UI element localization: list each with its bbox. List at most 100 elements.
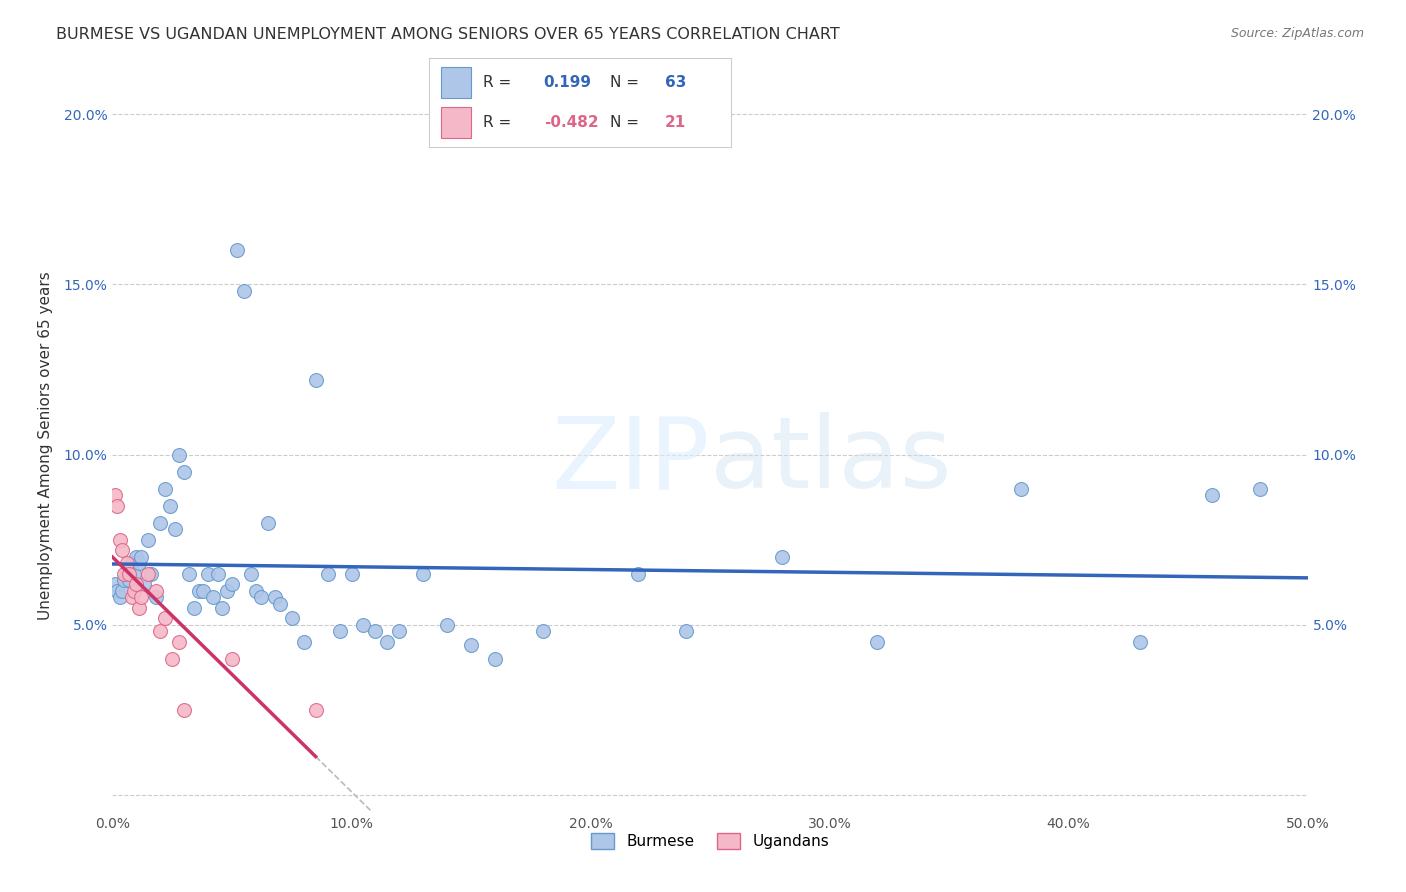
Point: [183, 600, 205, 615]
Point: [484, 651, 506, 665]
Text: ZIP: ZIP: [551, 412, 710, 509]
Point: [221, 576, 243, 591]
Point: [114, 566, 135, 581]
Point: [364, 624, 387, 639]
Point: [627, 566, 650, 581]
Point: [169, 448, 191, 462]
Point: [436, 617, 458, 632]
Point: [121, 591, 143, 605]
Point: [145, 583, 167, 598]
Point: [675, 624, 697, 639]
Point: [352, 617, 374, 632]
Point: [114, 574, 135, 588]
Point: [173, 465, 195, 479]
Point: [104, 576, 127, 591]
Point: [108, 533, 131, 547]
Point: [138, 533, 160, 547]
Point: [128, 557, 150, 571]
Legend: Burmese, Ugandans: Burmese, Ugandans: [585, 827, 835, 855]
Point: [197, 566, 219, 581]
Point: [153, 482, 176, 496]
Point: [128, 600, 150, 615]
Point: [233, 284, 256, 298]
Text: atlas: atlas: [710, 412, 952, 509]
Point: [193, 583, 215, 598]
Point: [240, 566, 263, 581]
Point: [217, 583, 239, 598]
Point: [121, 557, 143, 571]
Point: [177, 566, 200, 581]
Point: [245, 583, 267, 598]
Point: [115, 566, 138, 581]
Point: [111, 583, 134, 598]
Point: [305, 373, 328, 387]
Point: [122, 583, 145, 598]
Point: [1249, 482, 1271, 496]
Text: 0.199: 0.199: [544, 75, 592, 90]
Point: [1129, 634, 1152, 648]
Text: -0.482: -0.482: [544, 115, 599, 130]
Point: [149, 516, 172, 530]
Point: [132, 576, 155, 591]
Point: [249, 591, 271, 605]
Point: [139, 566, 162, 581]
Point: [104, 488, 127, 502]
Point: [460, 638, 482, 652]
Point: [163, 522, 186, 536]
Point: [118, 566, 141, 581]
Point: [866, 634, 889, 648]
Point: [316, 566, 339, 581]
Point: [1201, 488, 1223, 502]
Point: [281, 611, 304, 625]
Text: 63: 63: [665, 75, 686, 90]
Point: [201, 591, 224, 605]
Point: [125, 576, 148, 591]
Point: [162, 651, 183, 665]
Point: [412, 566, 434, 581]
FancyBboxPatch shape: [441, 107, 471, 138]
Point: [169, 634, 191, 648]
Point: [145, 591, 167, 605]
Text: R =: R =: [484, 115, 512, 130]
Point: [115, 557, 138, 571]
Point: [207, 566, 229, 581]
Point: [221, 651, 243, 665]
Text: 21: 21: [665, 115, 686, 130]
Point: [105, 583, 128, 598]
Point: [108, 591, 131, 605]
Point: [1010, 482, 1032, 496]
Point: [340, 566, 363, 581]
Y-axis label: Unemployment Among Seniors over 65 years: Unemployment Among Seniors over 65 years: [38, 272, 52, 620]
Point: [159, 499, 181, 513]
Point: [187, 583, 209, 598]
Point: [257, 516, 280, 530]
Point: [305, 703, 328, 717]
Point: [129, 549, 152, 564]
Point: [329, 624, 352, 639]
Point: [531, 624, 554, 639]
Point: [111, 542, 134, 557]
Point: [292, 634, 315, 648]
Point: [377, 634, 399, 648]
Point: [125, 549, 148, 564]
Point: [105, 499, 128, 513]
Point: [149, 624, 172, 639]
Point: [173, 703, 195, 717]
Text: R =: R =: [484, 75, 512, 90]
Text: N =: N =: [610, 75, 640, 90]
Point: [225, 244, 247, 258]
Point: [269, 597, 291, 611]
Point: [211, 600, 233, 615]
Point: [129, 591, 152, 605]
Text: BURMESE VS UGANDAN UNEMPLOYMENT AMONG SENIORS OVER 65 YEARS CORRELATION CHART: BURMESE VS UGANDAN UNEMPLOYMENT AMONG SE…: [56, 27, 839, 42]
Point: [153, 611, 176, 625]
Point: [118, 574, 141, 588]
Point: [264, 591, 287, 605]
Point: [770, 549, 793, 564]
Point: [122, 566, 145, 581]
Text: Source: ZipAtlas.com: Source: ZipAtlas.com: [1230, 27, 1364, 40]
FancyBboxPatch shape: [441, 67, 471, 98]
Point: [388, 624, 411, 639]
Text: N =: N =: [610, 115, 640, 130]
Point: [138, 566, 160, 581]
